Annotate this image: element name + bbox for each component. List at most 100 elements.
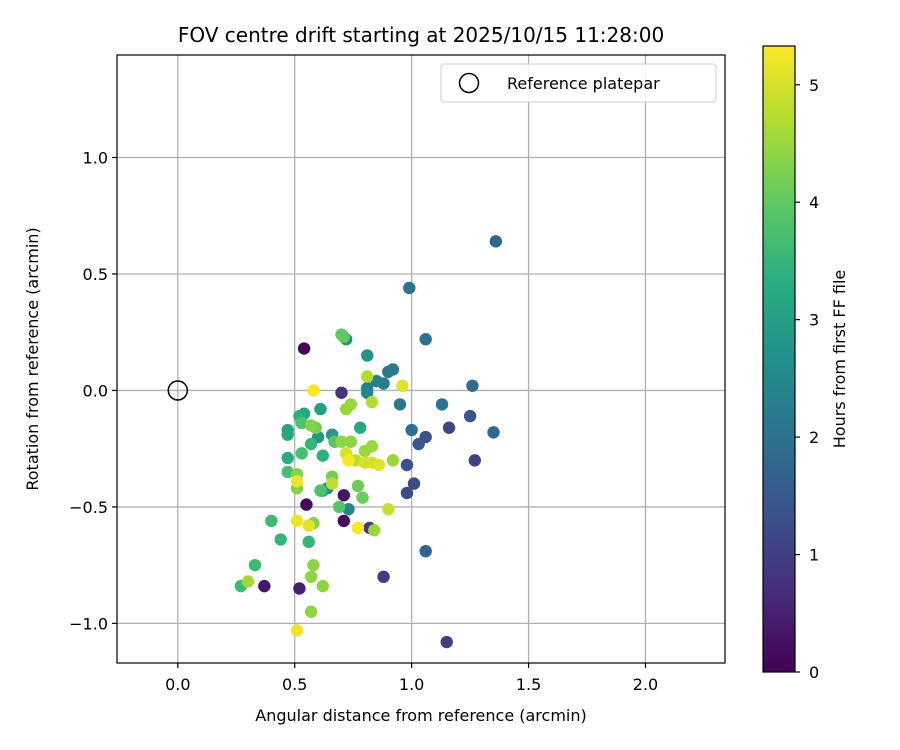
colorbar-tick-label: 5 <box>809 76 819 95</box>
data-point <box>304 570 318 584</box>
data-point <box>281 428 294 441</box>
plot-frame <box>116 54 726 664</box>
data-point <box>386 454 400 467</box>
data-point <box>354 421 367 434</box>
y-axis-label: Rotation from reference (arcmin) <box>23 227 42 490</box>
data-point <box>351 521 365 535</box>
data-point <box>466 379 479 392</box>
data-point <box>407 477 421 490</box>
y-tick-label: 0.0 <box>83 381 108 400</box>
y-tick-label: −0.5 <box>69 498 108 517</box>
data-point <box>382 503 395 516</box>
data-point <box>295 416 308 430</box>
x-tick-label: 1.5 <box>516 675 541 694</box>
data-point <box>412 437 425 451</box>
data-point <box>393 398 407 411</box>
data-point <box>274 533 287 546</box>
data-point <box>295 447 308 460</box>
data-point <box>293 582 306 595</box>
reference-platepar-marker <box>167 380 189 401</box>
y-axis-ticks: −1.0 −0.5 0.0 0.5 1.0 <box>69 148 117 633</box>
data-point <box>487 426 500 439</box>
x-tick-label: 0.5 <box>282 675 307 694</box>
data-point <box>344 435 358 448</box>
data-point <box>307 384 320 397</box>
data-point <box>297 342 311 355</box>
data-point <box>258 579 271 593</box>
data-point <box>342 503 355 516</box>
colorbar-tick-label: 3 <box>809 311 819 330</box>
data-point <box>440 635 453 649</box>
data-point <box>337 489 351 502</box>
data-point <box>304 605 318 618</box>
data-point <box>290 624 304 637</box>
x-axis-label: Angular distance from reference (arcmin) <box>255 706 586 725</box>
legend-marker-icon <box>458 72 480 94</box>
data-point <box>342 454 355 467</box>
data-point <box>290 475 304 488</box>
data-point <box>396 379 409 392</box>
data-point <box>372 458 386 472</box>
grid <box>117 55 725 663</box>
data-point <box>370 374 383 388</box>
data-point <box>365 440 379 453</box>
data-point <box>335 435 348 448</box>
data-point <box>489 235 503 248</box>
data-point <box>442 421 456 434</box>
data-point <box>356 491 369 504</box>
colorbar-frame <box>762 45 796 673</box>
data-point <box>339 402 353 416</box>
colorbar-tick-label: 2 <box>809 428 819 447</box>
data-point <box>419 332 432 346</box>
data-point <box>316 449 329 462</box>
data-point <box>400 486 414 500</box>
data-point <box>386 363 400 376</box>
data-point <box>304 437 318 451</box>
x-tick-label: 0.0 <box>165 675 190 694</box>
x-tick-label: 1.0 <box>399 675 424 694</box>
data-point <box>314 402 327 416</box>
data-point <box>361 370 374 383</box>
legend: Reference platepar <box>440 63 717 103</box>
data-point <box>241 575 255 588</box>
legend-entry-reference-platepar: Reference platepar <box>507 74 660 93</box>
data-point <box>335 386 348 399</box>
y-tick-label: −1.0 <box>69 614 108 633</box>
data-point <box>361 349 374 362</box>
data-point <box>302 535 315 549</box>
data-point <box>281 465 294 479</box>
data-point <box>463 409 477 423</box>
data-point <box>365 395 379 409</box>
y-tick-label: 0.5 <box>83 265 108 284</box>
chart-title: FOV centre drift starting at 2025/10/15 … <box>178 23 664 47</box>
colorbar-label: Hours from first FF file <box>830 270 849 449</box>
data-point <box>304 419 318 432</box>
data-point <box>337 514 351 528</box>
colorbar-tick-label: 4 <box>809 193 819 212</box>
data-point <box>403 281 416 295</box>
colorbar-ticks: 0 1 2 3 4 5 <box>795 76 819 682</box>
data-point <box>351 479 365 493</box>
colorbar-tick-label: 0 <box>809 663 819 682</box>
colorbar-tick-label: 1 <box>809 546 819 565</box>
data-point <box>419 544 432 558</box>
data-point <box>248 558 262 572</box>
colorbar: 0 1 2 3 4 5 Hours from first FF file <box>762 45 849 682</box>
x-axis-ticks: 0.0 0.5 1.0 1.5 2.0 <box>165 663 658 694</box>
data-points <box>234 235 503 649</box>
data-point <box>265 514 278 528</box>
data-point <box>405 423 418 437</box>
data-point <box>435 398 449 411</box>
data-point <box>368 524 381 537</box>
data-point <box>316 579 329 593</box>
data-point <box>302 519 315 532</box>
x-tick-label: 2.0 <box>633 675 658 694</box>
data-point <box>290 514 304 528</box>
data-point <box>314 484 327 497</box>
data-point <box>337 330 351 344</box>
data-point <box>468 454 481 467</box>
legend-box <box>440 63 717 103</box>
y-tick-label: 1.0 <box>83 148 108 167</box>
data-point <box>300 498 313 511</box>
